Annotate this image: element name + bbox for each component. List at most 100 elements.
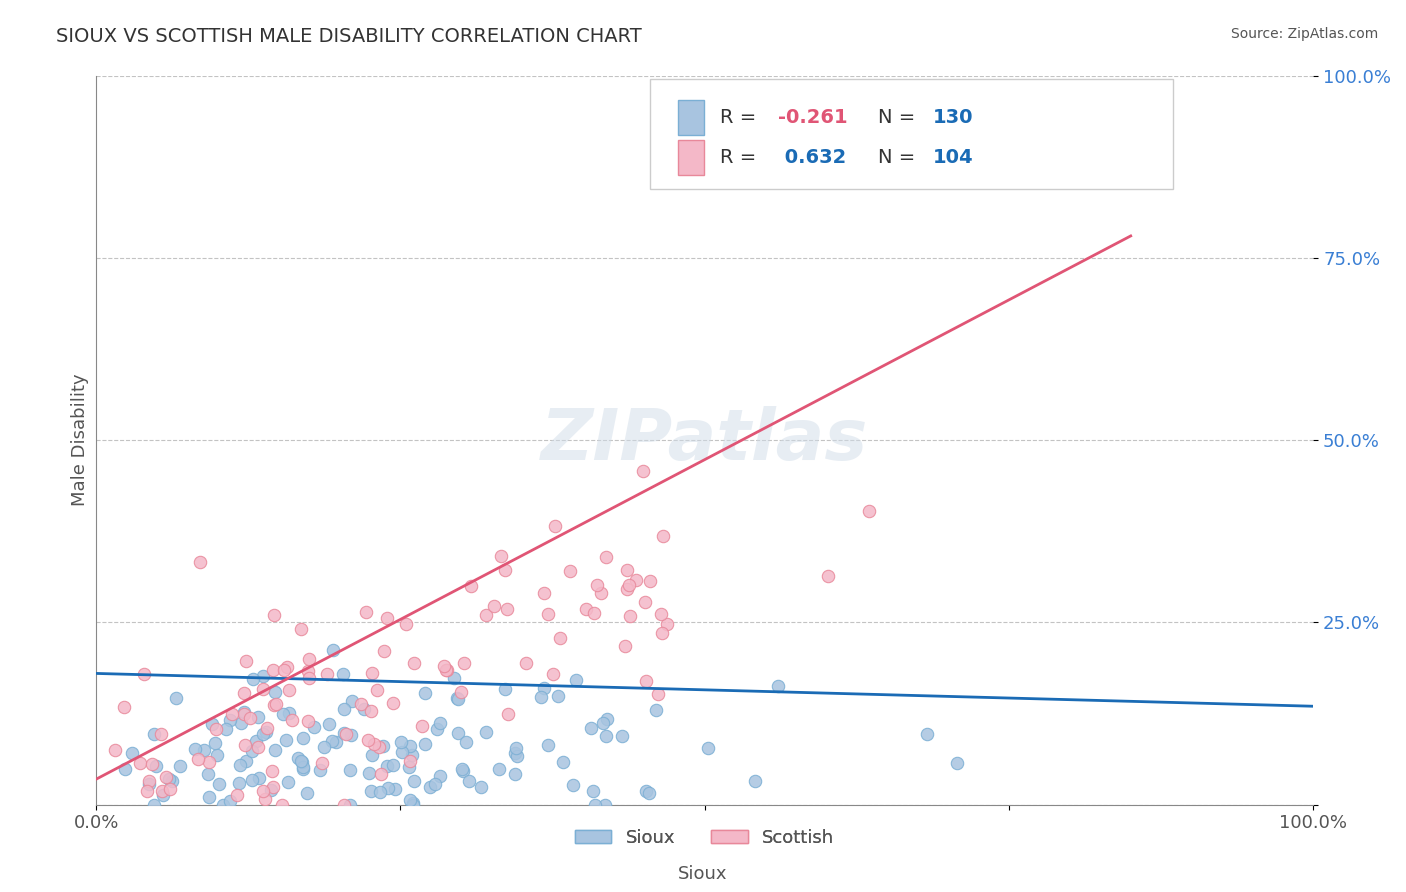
Point	[533, 681, 555, 695]
Point	[332, 667, 354, 681]
Point	[339, 764, 361, 778]
Point	[382, 696, 405, 710]
Point	[946, 756, 969, 770]
Point	[650, 607, 672, 621]
Point	[616, 582, 638, 597]
Point	[264, 743, 287, 757]
Point	[696, 741, 718, 756]
Point	[368, 739, 391, 754]
Point	[595, 729, 617, 743]
Point	[426, 723, 449, 737]
Point	[197, 790, 219, 805]
Text: Sioux: Sioux	[678, 865, 728, 883]
Point	[246, 709, 269, 723]
Point	[262, 663, 284, 677]
Point	[359, 765, 381, 780]
Point	[586, 578, 609, 592]
Point	[295, 786, 318, 800]
Point	[160, 774, 183, 789]
Point	[254, 791, 277, 805]
Point	[263, 698, 285, 712]
Point	[165, 690, 187, 705]
Point	[634, 784, 657, 798]
Point	[460, 579, 482, 593]
Point	[128, 756, 150, 771]
Point	[470, 780, 492, 794]
Point	[245, 734, 267, 748]
Point	[631, 464, 654, 478]
Point	[276, 732, 298, 747]
Point	[537, 739, 560, 753]
Point	[145, 759, 167, 773]
Point	[450, 684, 472, 698]
Point	[252, 681, 274, 696]
Point	[413, 737, 436, 751]
Point	[256, 722, 278, 736]
Point	[357, 732, 380, 747]
Point	[169, 758, 191, 772]
Point	[249, 771, 271, 785]
Point	[150, 727, 173, 741]
Point	[205, 747, 228, 762]
Point	[610, 729, 633, 743]
Point	[638, 574, 661, 588]
Point	[488, 762, 510, 776]
Text: -0.261: -0.261	[779, 108, 848, 127]
Point	[551, 755, 574, 769]
Point	[537, 607, 560, 621]
Point	[198, 756, 221, 770]
Point	[252, 668, 274, 682]
Point	[432, 659, 454, 673]
Text: 104: 104	[934, 148, 973, 167]
Point	[411, 719, 433, 733]
Point	[204, 736, 226, 750]
Point	[596, 712, 619, 726]
Point	[262, 780, 284, 794]
Point	[150, 783, 173, 797]
Point	[229, 715, 252, 730]
Point	[204, 722, 226, 736]
Point	[155, 770, 177, 784]
Point	[211, 797, 233, 812]
Point	[298, 671, 321, 685]
Point	[363, 738, 385, 752]
Point	[489, 549, 512, 563]
Text: SIOUX VS SCOTTISH MALE DISABILITY CORRELATION CHART: SIOUX VS SCOTTISH MALE DISABILITY CORREL…	[56, 27, 643, 45]
Point	[333, 725, 356, 739]
Point	[817, 569, 839, 583]
Point	[377, 781, 399, 796]
Point	[636, 673, 658, 688]
Point	[232, 705, 254, 719]
Point	[434, 663, 457, 677]
Point	[370, 767, 392, 781]
Point	[228, 775, 250, 789]
Point	[401, 747, 423, 762]
Point	[496, 707, 519, 722]
Point	[637, 786, 659, 800]
Point	[233, 739, 256, 753]
Point	[454, 735, 477, 749]
Point	[503, 767, 526, 781]
Point	[583, 797, 606, 812]
Point	[624, 573, 647, 587]
Point	[233, 686, 256, 700]
Point	[297, 714, 319, 728]
Point	[143, 797, 166, 812]
Point	[297, 664, 319, 678]
FancyBboxPatch shape	[678, 100, 704, 136]
Point	[429, 715, 451, 730]
Point	[543, 518, 565, 533]
Point	[561, 778, 583, 792]
Point	[335, 727, 357, 741]
Point	[402, 796, 425, 810]
Point	[264, 685, 287, 699]
Point	[744, 773, 766, 788]
Point	[311, 756, 333, 771]
Point	[419, 780, 441, 795]
Point	[361, 747, 384, 762]
Point	[592, 715, 614, 730]
Point	[134, 666, 156, 681]
Text: 0.632: 0.632	[779, 148, 846, 167]
Point	[239, 710, 262, 724]
Point	[413, 686, 436, 700]
